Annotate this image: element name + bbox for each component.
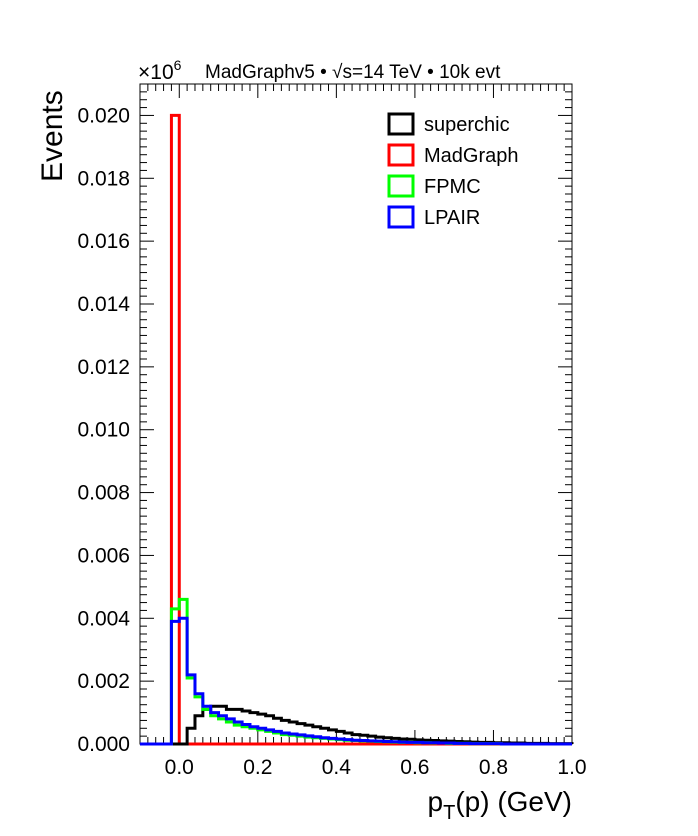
legend-swatch xyxy=(387,205,415,229)
y-tick-label: 0.010 xyxy=(77,419,130,442)
y-tick-label: 0.000 xyxy=(77,733,130,756)
legend-label: MadGraph xyxy=(424,145,519,167)
legend-label: superchic xyxy=(424,114,510,136)
x-tick-label: 0.0 xyxy=(165,756,194,779)
y-tick-label: 0.016 xyxy=(77,230,130,253)
y-tick-label: 0.020 xyxy=(77,104,130,127)
y-tick-label: 0.004 xyxy=(77,607,130,630)
series-lpair-line xyxy=(140,616,572,746)
x-tick-label: 0.6 xyxy=(400,756,429,779)
y-axis-label: Events xyxy=(36,90,69,182)
y-tick-label: 0.018 xyxy=(77,167,130,190)
legend-swatch xyxy=(387,112,415,136)
y-tick-label: 0.006 xyxy=(77,544,130,567)
axis-ticks xyxy=(139,83,573,745)
x-tick-label: 0.8 xyxy=(479,756,508,779)
x-tick-label: 1.0 xyxy=(557,756,586,779)
series-layer xyxy=(140,113,574,746)
series-fpmc-line xyxy=(140,597,572,746)
x-tick-label: 0.4 xyxy=(322,756,352,779)
legend: superchic MadGraph FPMC LPAIR xyxy=(387,112,519,229)
series-madgraph-line xyxy=(140,113,572,746)
legend-swatch xyxy=(387,143,415,167)
y-tick-label: 0.012 xyxy=(77,356,130,379)
series-superchic-line xyxy=(140,704,574,746)
legend-label: FPMC xyxy=(424,176,481,198)
x-tick-label: 0.2 xyxy=(243,756,272,779)
chart-title: MadGraphv5 • √s=14 TeV • 10k evt xyxy=(205,62,501,83)
y-tick-label: 0.008 xyxy=(77,482,130,505)
y-tick-label: 0.014 xyxy=(77,293,130,316)
y-multiplier: ×106 xyxy=(138,57,182,84)
legend-label: LPAIR xyxy=(424,207,480,229)
legend-swatch xyxy=(387,174,415,198)
x-tick-labels: 0.0 0.2 0.4 0.6 0.8 1.0 xyxy=(165,756,587,779)
y-tick-label: 0.002 xyxy=(77,670,130,693)
x-axis-label: pT(p) (GeV) xyxy=(428,786,572,824)
y-tick-labels: 0.000 0.002 0.004 0.006 0.008 0.010 0.012 0.014… xyxy=(77,104,130,756)
plot-frame xyxy=(139,83,573,745)
